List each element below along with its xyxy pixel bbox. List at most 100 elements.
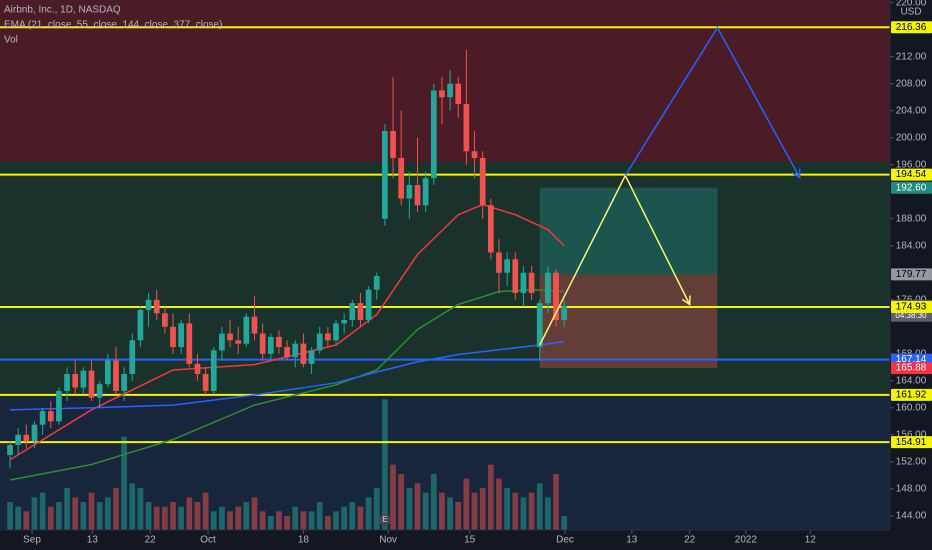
volume-bar	[512, 492, 519, 530]
candle-body	[129, 340, 136, 375]
x-tick-label: 22	[145, 535, 157, 546]
y-tick-label: 152.00	[896, 456, 927, 467]
drawing-line	[624, 26, 801, 178]
candle-body	[341, 320, 348, 324]
volume-bar	[284, 516, 290, 530]
time-axis	[0, 530, 890, 550]
candle-body	[561, 305, 568, 321]
candle-body	[31, 424, 38, 442]
volume-bar	[430, 474, 437, 530]
candle-body	[251, 316, 258, 334]
price-tag	[891, 181, 932, 194]
volume-bar	[267, 516, 274, 530]
y-tick-label: 144.00	[896, 510, 927, 521]
candle-body	[170, 326, 176, 348]
volume-bar	[251, 497, 258, 530]
volume-bar	[72, 497, 79, 530]
volume-bar	[357, 506, 364, 530]
candle-body	[276, 336, 282, 348]
candle-body	[447, 83, 453, 98]
candle-body	[414, 184, 421, 206]
volume-bar	[414, 483, 421, 530]
candle-body	[39, 411, 46, 425]
volume-bar	[341, 506, 348, 530]
zone	[0, 162, 890, 395]
candle-body	[210, 350, 217, 391]
y-tick-label: 212.00	[896, 51, 927, 62]
x-tick-label: 18	[298, 535, 310, 546]
candle-body	[153, 299, 160, 314]
volume-bar	[528, 492, 535, 530]
candle-body	[487, 205, 494, 253]
candle-body	[113, 360, 119, 391]
candle-body	[235, 340, 242, 344]
candle-body	[504, 259, 510, 273]
volume-bar	[545, 497, 551, 530]
price-tag	[891, 362, 932, 375]
y-tick-label: 160.00	[896, 402, 927, 413]
volume-bar	[300, 511, 307, 530]
y-tick-label: 164.00	[896, 375, 927, 386]
volume-bar	[398, 474, 405, 530]
price-tag-label: 161.92	[896, 389, 927, 400]
ema-line	[9, 203, 565, 461]
volume-bar	[316, 502, 323, 530]
volume-bar	[7, 502, 13, 530]
volume-bar	[178, 506, 185, 530]
volume-bar	[276, 511, 282, 530]
volume-bar	[496, 478, 502, 530]
volume-bar	[349, 502, 356, 530]
earnings-marker	[378, 514, 391, 526]
x-tick-label: Oct	[200, 535, 216, 546]
volume-bar	[219, 506, 225, 530]
volume-bar	[96, 502, 103, 530]
axes: 144.00148.00152.00156.00160.00164.00168.…	[23, 0, 932, 546]
ema-line	[9, 288, 565, 481]
candle-body	[137, 309, 144, 341]
price-tag-label: 192.60	[896, 182, 927, 193]
candle-body	[316, 333, 323, 351]
candle-body	[512, 259, 519, 294]
candle-body	[455, 83, 462, 104]
volume-bar	[170, 502, 176, 530]
x-tick-label: 13	[626, 535, 638, 546]
candle-body	[243, 316, 250, 344]
y-tick-label: 188.00	[896, 213, 927, 224]
volume-label: Vol	[4, 35, 18, 46]
earnings-label: E	[382, 515, 387, 524]
x-tick-label: 13	[87, 535, 99, 546]
volume-bar	[373, 488, 380, 530]
candle-body	[202, 374, 209, 391]
candle-body	[520, 272, 527, 294]
volume-bar	[23, 511, 30, 530]
volume-bar	[202, 492, 209, 530]
candle-body	[64, 374, 70, 391]
volume-bar	[210, 511, 217, 530]
candle-body	[72, 374, 79, 388]
target-zone	[539, 187, 718, 275]
candle-body	[23, 434, 30, 442]
candle-body	[121, 374, 127, 391]
candle-body	[162, 313, 168, 327]
indicator-label: EMA (21, close, 55, close, 144, close, 3…	[4, 20, 222, 31]
candle-body	[545, 272, 551, 304]
volume-bar	[479, 488, 486, 530]
candle-body	[88, 370, 95, 398]
x-tick-label: 22	[684, 535, 696, 546]
volume-bar	[88, 492, 95, 530]
price-tag	[891, 21, 932, 34]
candle-body	[15, 434, 22, 445]
candle-body	[194, 363, 201, 375]
y-tick-label: 148.00	[896, 483, 927, 494]
volume-bar	[308, 511, 315, 530]
candle-body	[145, 299, 152, 310]
price-tag-label: 179.77	[896, 269, 927, 280]
candle-body	[357, 303, 364, 321]
y-tick-label: 156.00	[896, 429, 927, 440]
volume-bar	[153, 506, 160, 530]
volume-bar	[15, 506, 22, 530]
volume-bar	[406, 488, 413, 530]
volume-bar	[56, 502, 62, 530]
candle-body	[349, 303, 356, 321]
